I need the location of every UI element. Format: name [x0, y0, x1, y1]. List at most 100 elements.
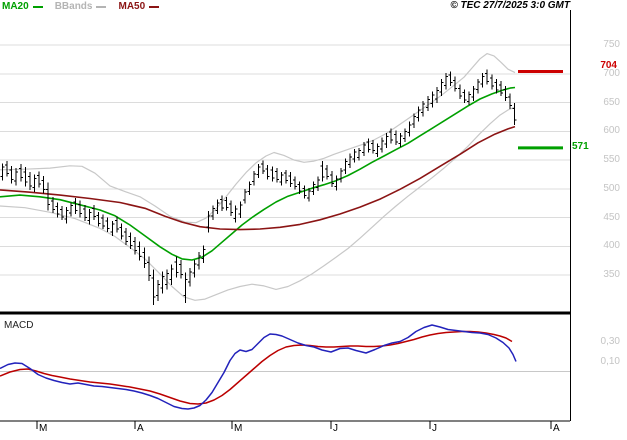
- candle-bar: [178, 260, 183, 279]
- macd-tick-label: 0,10: [600, 355, 620, 367]
- candle-bar: [220, 195, 224, 212]
- price-tick-label: 650: [603, 96, 620, 108]
- candle-bar: [242, 188, 247, 204]
- price-tick-label: 500: [603, 182, 620, 194]
- candle-bar: [78, 200, 83, 218]
- candle-bar: [96, 211, 101, 227]
- month-label: M: [234, 423, 243, 434]
- candle-bar: [46, 182, 51, 211]
- candle-bar: [466, 91, 471, 105]
- candle-bar: [9, 165, 14, 184]
- candle-bar: [201, 245, 206, 263]
- copyright-text: © TEC 27/7/2025 3:0 GMT: [450, 0, 570, 11]
- candle-bar: [407, 121, 412, 137]
- candle-bar: [316, 176, 320, 191]
- candle-bar: [0, 163, 5, 181]
- price-tick-label: 700: [603, 67, 620, 79]
- candle-bar: [23, 166, 28, 187]
- candle-bar: [151, 269, 156, 305]
- candle-bar: [169, 264, 174, 285]
- month-label: A: [553, 423, 560, 434]
- candle-bar: [105, 217, 110, 232]
- candle-bar: [412, 113, 417, 128]
- candle-bar: [192, 260, 197, 278]
- candle-bar: [425, 96, 430, 112]
- ma50-line: [0, 125, 516, 231]
- candle-bar: [261, 160, 266, 174]
- ma20-line-swatch-icon: [32, 6, 43, 8]
- candle-bar: [114, 216, 119, 233]
- candle-bar: [32, 174, 37, 193]
- candle-bar: [352, 149, 357, 163]
- candle-bar: [384, 133, 389, 148]
- candle-bar: [444, 73, 449, 90]
- candle-bar: [297, 181, 302, 194]
- ma20-line: [0, 86, 516, 261]
- bbands-line-swatch-icon: [96, 6, 107, 8]
- bollinger-lower-band-line: [0, 106, 516, 301]
- candle-bar: [434, 87, 439, 104]
- candle-bar: [512, 103, 517, 125]
- candle-bar: [50, 196, 55, 213]
- candle-bar: [499, 81, 503, 97]
- candle-bar: [508, 93, 513, 109]
- candle-bar: [119, 223, 124, 240]
- legend: MA20 BBands MA50: [2, 1, 167, 13]
- candle-bar: [146, 256, 151, 281]
- macd-panel-label: MACD: [4, 320, 34, 331]
- candle-bar: [160, 271, 165, 294]
- candle-bar: [471, 85, 476, 101]
- candle-bar: [453, 76, 458, 92]
- candle-bar: [188, 268, 192, 287]
- candle-bar: [306, 188, 311, 202]
- price-tick-label: 400: [603, 240, 620, 252]
- candlestick-series: [0, 69, 517, 305]
- candle-bar: [462, 89, 467, 104]
- candle-bar: [311, 181, 316, 196]
- candle-bar: [27, 172, 32, 190]
- candle-bar: [110, 220, 115, 236]
- candle-bar: [92, 204, 96, 220]
- candle-bar: [210, 205, 215, 220]
- price-tick-label: 450: [603, 211, 620, 223]
- candle-bar: [18, 164, 23, 182]
- candle-bar: [361, 142, 366, 156]
- candle-bar: [69, 202, 74, 217]
- support-price-label: 571: [572, 141, 589, 152]
- candle-bar: [55, 202, 60, 218]
- candle-bar: [338, 168, 343, 183]
- candle-bar: [224, 196, 229, 211]
- candle-bar: [402, 128, 407, 143]
- candle-bar: [476, 78, 481, 94]
- candle-bar: [247, 181, 252, 196]
- month-label: M: [39, 423, 48, 434]
- candle-bar: [233, 205, 238, 223]
- candle-bar: [274, 168, 279, 183]
- candle-bar: [439, 78, 444, 97]
- candle-bar: [124, 227, 128, 246]
- candle-bar: [343, 158, 348, 174]
- candle-bar: [82, 204, 87, 221]
- candle-bar: [398, 133, 403, 147]
- price-tick-label: 550: [603, 154, 620, 165]
- bollinger-upper-band-line: [0, 53, 516, 224]
- candle-bar: [375, 143, 380, 158]
- candle-bar: [87, 208, 92, 225]
- resistance-price-label: 704: [600, 60, 617, 71]
- candle-bar: [389, 128, 394, 144]
- candle-bar: [128, 232, 133, 250]
- candle-bar: [489, 74, 494, 90]
- candle-bar: [197, 252, 202, 270]
- candle-bar: [503, 85, 508, 101]
- candle-bar: [142, 247, 147, 269]
- candle-bar: [334, 175, 339, 191]
- candle-bar: [183, 272, 188, 304]
- candle-bar: [229, 200, 234, 216]
- candle-bar: [206, 211, 211, 233]
- candle-bar: [366, 138, 371, 153]
- candle-bar: [156, 280, 160, 301]
- price-tick-label: 350: [603, 269, 620, 280]
- candle-bar: [41, 176, 46, 194]
